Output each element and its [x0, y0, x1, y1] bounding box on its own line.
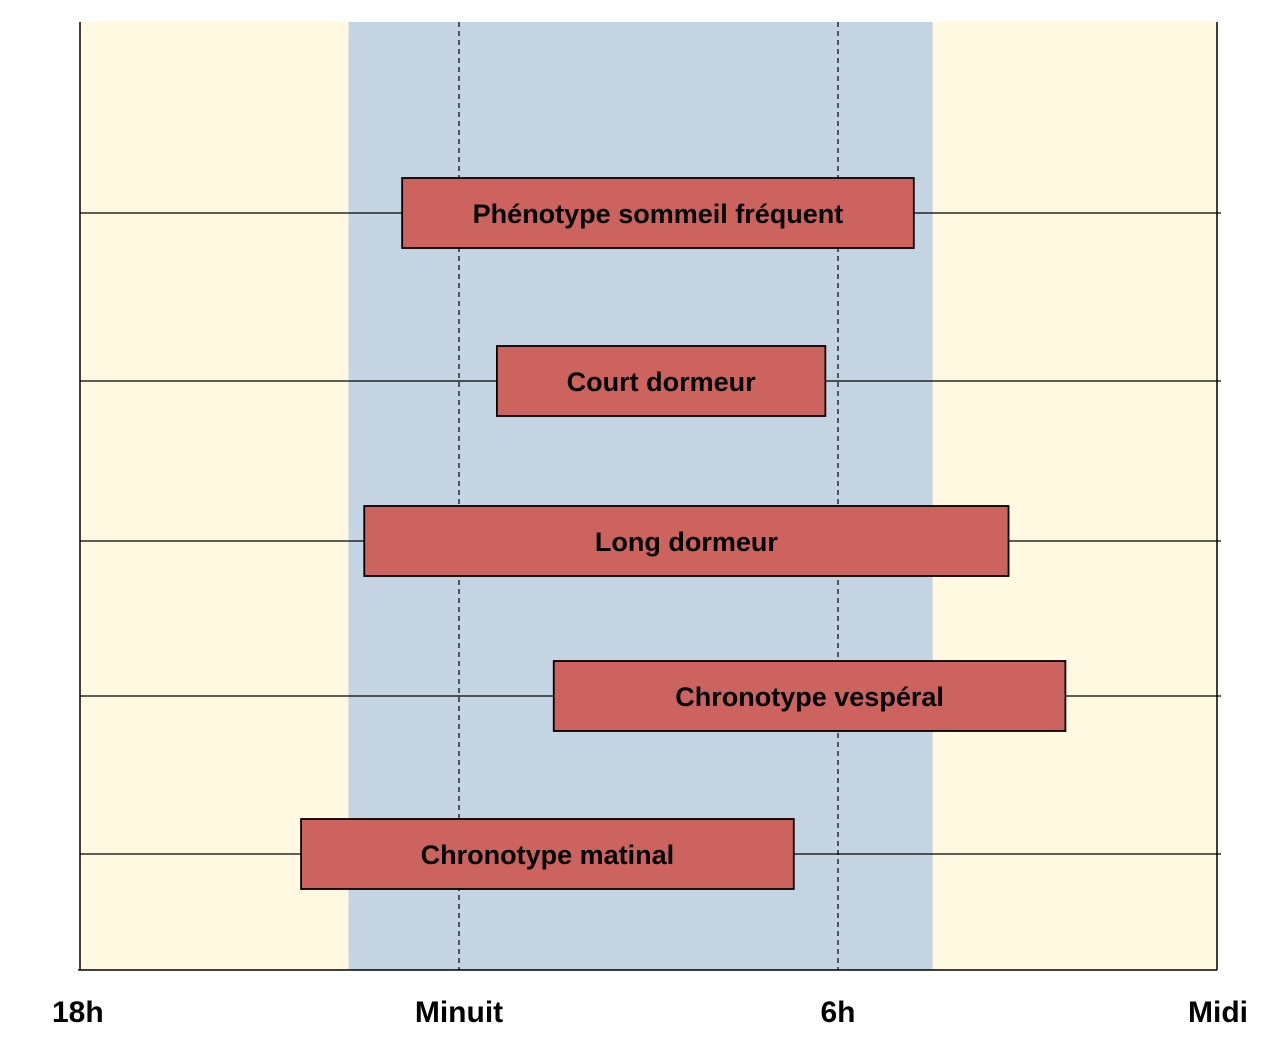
x-tick-label: Minuit	[415, 996, 503, 1029]
x-tick-label: 18h	[52, 996, 104, 1029]
x-tick-labels: 18h Minuit 6h Midi	[52, 996, 1248, 1029]
bar-label: Chronotype vespéral	[675, 682, 944, 712]
bar-label: Chronotype matinal	[421, 840, 675, 870]
bar	[495, 345, 827, 417]
bar	[552, 660, 1067, 732]
background-band	[80, 22, 349, 970]
bar	[300, 818, 795, 890]
background-band	[932, 22, 1217, 970]
bar-label: Court dormeur	[567, 367, 756, 397]
bar-label: Phénotype sommeil fréquent	[473, 199, 844, 229]
bar	[363, 505, 1010, 577]
bar	[401, 177, 915, 249]
x-tick-label: 6h	[820, 996, 855, 1029]
x-tick-label: Midi	[1188, 996, 1248, 1029]
bar-label: Long dormeur	[595, 527, 778, 557]
bars: Phénotype sommeil fréquent Court dormeur L…	[300, 177, 1067, 890]
